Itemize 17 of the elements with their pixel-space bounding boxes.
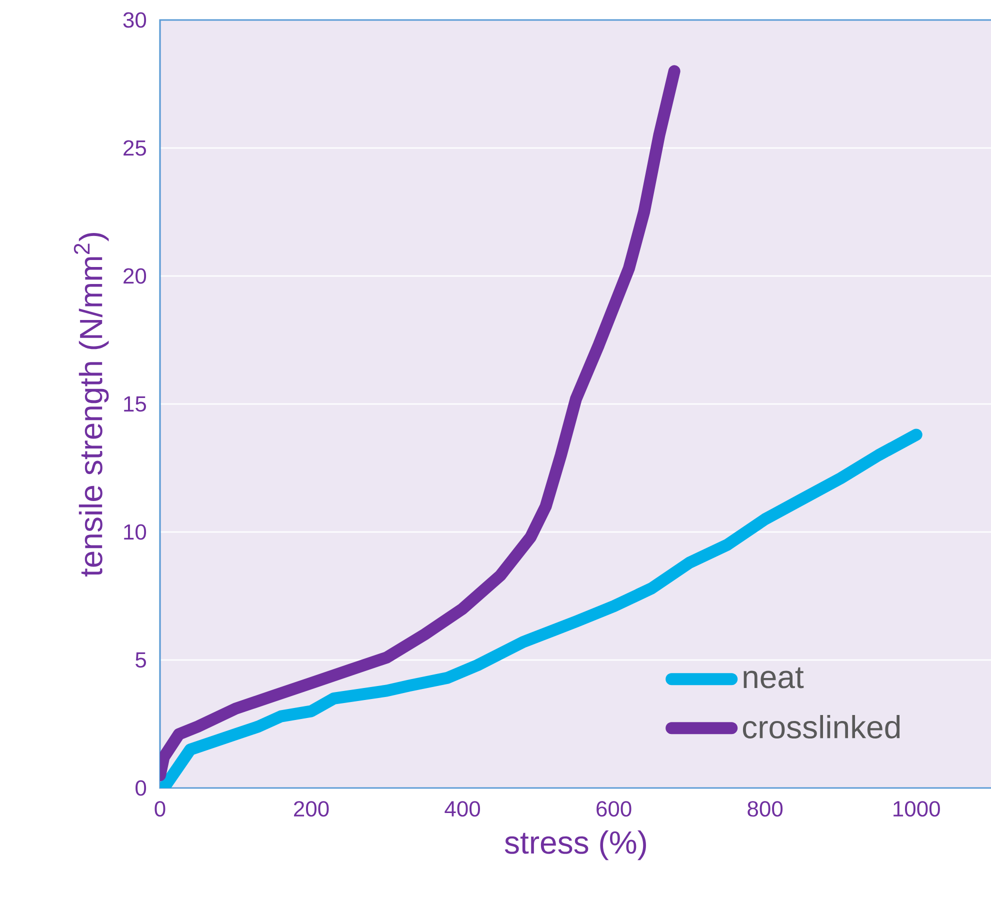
x-tick-label: 800 [748,801,783,817]
legend-label: neat [744,667,804,688]
y-tick-label: 0 [136,780,146,796]
x-tick-label: 200 [294,801,329,817]
x-tick-label: 600 [596,801,632,817]
x-tick-label: 400 [444,801,480,817]
y-axis-title: tensile strength (N/mm$^{2}$) [74,232,109,577]
legend-label: crosslinked [742,715,900,738]
y-tick-label: 25 [124,140,146,156]
x-axis-title: stress (%) [504,830,646,860]
y-tick-label: 5 [136,652,146,668]
y-tick-label: 20 [124,268,146,284]
y-tick-label: 10 [124,524,146,540]
y-tick-label: 30 [123,12,146,28]
x-tick-label: 0 [154,801,166,817]
y-tick-label: 15 [124,396,146,412]
x-tick-label: 1000 [894,801,940,817]
